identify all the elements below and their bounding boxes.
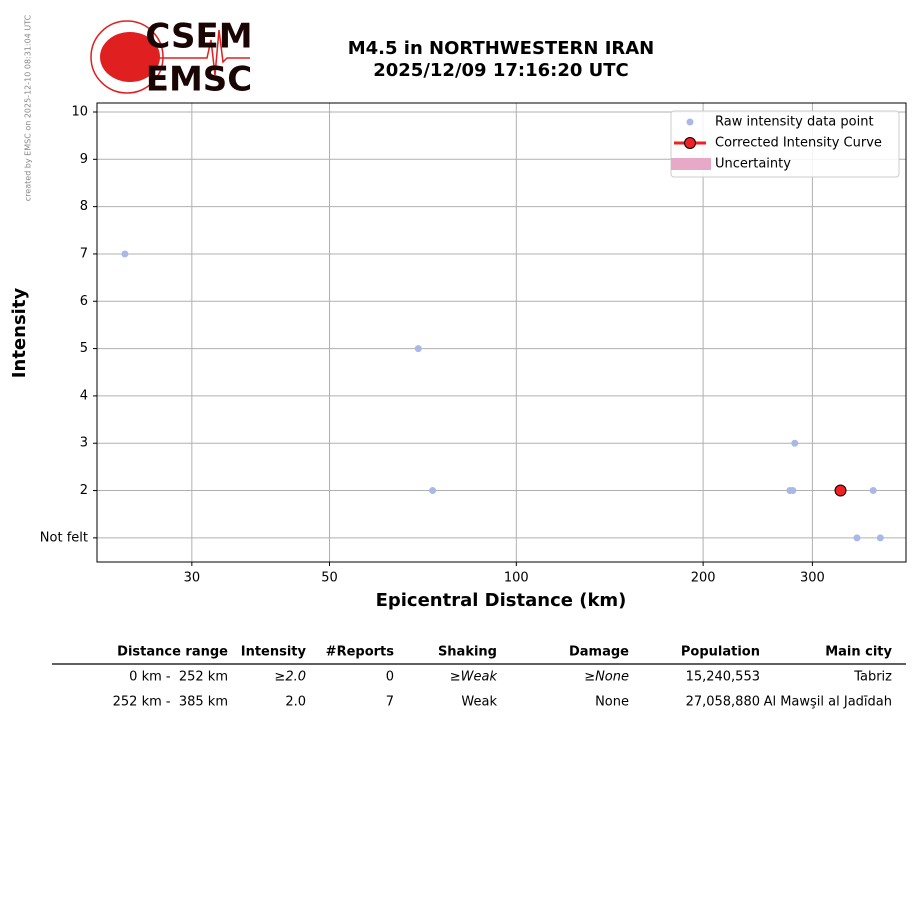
x-axis-label: Epicentral Distance (km) <box>376 590 627 611</box>
x-tick-label: 100 <box>504 571 529 586</box>
legend-label: Uncertainty <box>715 157 791 172</box>
table-cell: 0 km - 252 km <box>129 670 228 685</box>
data-point <box>791 439 799 447</box>
data-point <box>414 345 422 353</box>
legend-swatch <box>671 158 711 170</box>
table-header: Distance range <box>117 645 228 660</box>
table-header: #Reports <box>326 645 395 660</box>
y-tick-label: 7 <box>80 246 88 261</box>
y-tick-label: 3 <box>80 436 88 451</box>
legend-marker <box>686 118 694 126</box>
data-point <box>853 534 861 542</box>
table-header: Intensity <box>241 645 307 660</box>
table-header: Shaking <box>438 645 497 660</box>
data-point <box>834 484 847 497</box>
y-tick-label: 8 <box>80 199 88 214</box>
x-tick-label: 200 <box>691 571 716 586</box>
y-axis-label: Intensity <box>9 288 30 379</box>
table-cell: 2.0 <box>285 695 306 710</box>
table-header: Damage <box>569 645 629 660</box>
y-tick-label: 6 <box>80 294 88 309</box>
table-header: Main city <box>825 645 892 660</box>
data-point <box>869 487 877 495</box>
table-cell: 252 km - 385 km <box>113 695 228 710</box>
x-tick-label: 50 <box>321 571 338 586</box>
chart-subtitle: 2025/12/09 17:16:20 UTC <box>373 60 629 81</box>
logo-map <box>100 32 160 82</box>
table-cell: 7 <box>386 695 394 710</box>
legend-box <box>670 110 900 178</box>
logo-wave <box>150 29 250 76</box>
legend-label: Corrected Intensity Curve <box>715 136 882 151</box>
data-point <box>789 487 797 495</box>
logo: CSEM EMSC <box>90 17 253 100</box>
y-tick-label: 5 <box>80 341 88 356</box>
legend-marker <box>684 137 696 149</box>
chart-title: M4.5 in NORTHWESTERN IRAN <box>348 38 655 59</box>
x-tick-label: 300 <box>800 571 825 586</box>
data-point <box>876 534 884 542</box>
logo-top: CSEM <box>145 17 252 57</box>
table-cell: ≥2.0 <box>274 670 306 685</box>
table-cell: Al Mawşil al Jadīdah <box>764 695 892 710</box>
logo-ring <box>90 20 164 94</box>
y-tick-label: 2 <box>80 483 88 498</box>
table-cell: ≥Weak <box>450 670 498 685</box>
table-cell: ≥None <box>584 670 629 685</box>
legend-label: Raw intensity data point <box>715 115 874 130</box>
y-tick-label: Not felt <box>40 530 88 545</box>
table-cell: None <box>595 695 629 710</box>
data-point <box>429 487 437 495</box>
table-cell: Weak <box>461 695 497 710</box>
table-cell: 0 <box>386 670 394 685</box>
logo-bottom: EMSC <box>146 60 253 100</box>
data-point <box>121 250 129 258</box>
x-tick-label: 30 <box>184 571 201 586</box>
table-cell: 15,240,553 <box>686 670 760 685</box>
y-tick-label: 9 <box>80 152 88 167</box>
table-cell: 27,058,880 <box>686 695 760 710</box>
plot-frame <box>96 102 907 563</box>
table-header: Population <box>681 645 760 660</box>
y-tick-label: 10 <box>71 104 88 119</box>
table-cell: Tabriz <box>853 670 892 685</box>
y-tick-label: 4 <box>80 388 88 403</box>
watermark: created by EMSC on 2025-12-10 08:31:04 U… <box>24 14 33 201</box>
